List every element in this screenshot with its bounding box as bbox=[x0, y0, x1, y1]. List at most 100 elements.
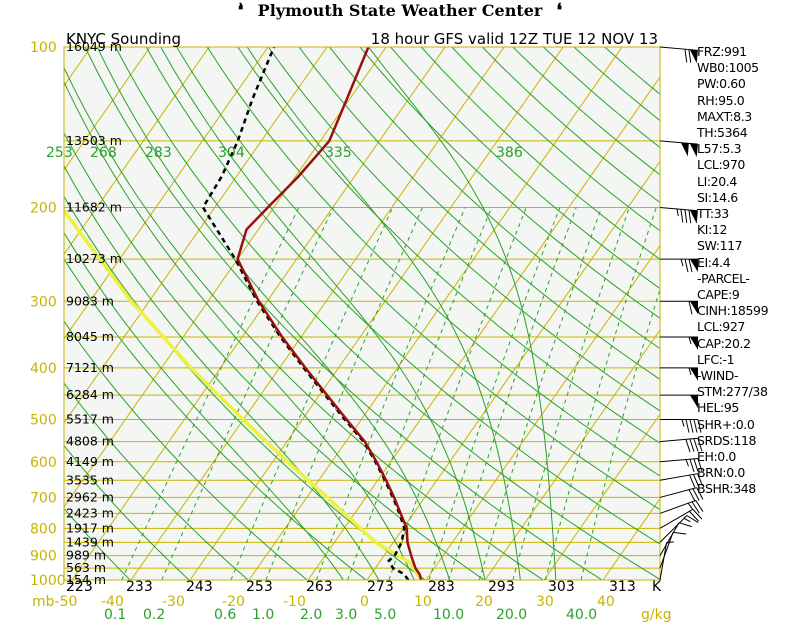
wind-barb bbox=[659, 206, 698, 224]
kelvin-label: K bbox=[652, 579, 662, 595]
wind-barb bbox=[659, 437, 703, 453]
height-label: 9083 m bbox=[66, 293, 114, 308]
banner-title: Plymouth State Weather Center bbox=[257, 1, 543, 20]
index-item: STM:277/38 bbox=[697, 384, 768, 400]
moist-adiabat bbox=[246, 47, 521, 580]
pressure-label: 300 bbox=[30, 294, 57, 310]
isotherm bbox=[71, 47, 446, 580]
moist-adiabat bbox=[160, 47, 486, 580]
pressure-label: 500 bbox=[30, 413, 57, 429]
height-label: 2423 m bbox=[66, 505, 114, 520]
height-label: 5517 m bbox=[66, 412, 114, 427]
temperature-label: 0 bbox=[360, 594, 369, 610]
wind-barb bbox=[659, 531, 687, 569]
theta-label: 253 bbox=[46, 145, 73, 161]
isotherm bbox=[0, 47, 32, 580]
wind-barb bbox=[659, 473, 704, 488]
index-item: TT:33 bbox=[697, 206, 729, 222]
height-label: 1917 m bbox=[66, 520, 114, 535]
temperature-label: 40 bbox=[597, 594, 615, 610]
kelvin-label: 293 bbox=[488, 579, 515, 595]
kelvin-label: 253 bbox=[246, 579, 273, 595]
mixing-ratio-label: 0.2 bbox=[143, 607, 165, 623]
wind-barb bbox=[659, 46, 698, 64]
isotherm bbox=[366, 160, 660, 580]
temperature-trace bbox=[236, 47, 423, 580]
model-title: 18 hour GFS valid 12Z TUE 12 NOV 13 bbox=[371, 30, 658, 48]
wind-barb bbox=[660, 394, 698, 409]
height-label: 11682 m bbox=[66, 199, 122, 214]
dry-adiabat bbox=[84, 47, 603, 580]
temperature-label: -20 bbox=[222, 594, 245, 610]
kelvin-label: 243 bbox=[186, 579, 213, 595]
dry-adiabat bbox=[64, 382, 249, 580]
height-label: 563 m bbox=[66, 560, 106, 575]
pressure-label: 100 bbox=[30, 40, 57, 56]
isotherm bbox=[64, 47, 387, 509]
pressure-label: 600 bbox=[30, 455, 57, 471]
index-item: L57:5.3 bbox=[697, 141, 742, 157]
pressure-label: 400 bbox=[30, 361, 57, 377]
theta-label: 283 bbox=[145, 145, 172, 161]
index-item: EI:4.4 bbox=[697, 254, 731, 270]
mixing-ratio-label: g/kg bbox=[641, 607, 672, 623]
moist-adiabat bbox=[96, 47, 451, 580]
theta-label: 304 bbox=[218, 145, 245, 161]
index-item: FRZ:991 bbox=[697, 44, 747, 59]
dry-adiabat bbox=[64, 320, 308, 580]
index-item: LI:20.4 bbox=[697, 173, 737, 189]
dry-adiabat bbox=[267, 47, 660, 412]
height-label: 3535 m bbox=[66, 472, 114, 487]
pressure-label: 800 bbox=[30, 521, 57, 537]
theta-label: 268 bbox=[90, 145, 117, 161]
kelvin-label: 273 bbox=[367, 579, 394, 595]
kelvin-label: 233 bbox=[126, 579, 153, 595]
theta-label: 335 bbox=[325, 145, 352, 161]
wind-barb bbox=[659, 522, 692, 556]
mixing-ratio-label: 2.0 bbox=[300, 607, 322, 623]
index-item: PW:0.60 bbox=[697, 76, 746, 92]
dry-adiabat bbox=[206, 47, 660, 477]
wind-barb bbox=[659, 541, 674, 581]
mixing-ratio-label: 0.6 bbox=[214, 607, 236, 623]
indices-panel: FRZ:991 WB0:1005 PW:0.60 RH:95.0 MAXT:8.3 TH:… bbox=[697, 44, 797, 498]
mixing-ratio-label: 1.0 bbox=[252, 607, 274, 623]
temperature-label: -10 bbox=[283, 594, 306, 610]
wind-flag-icon: ❛ bbox=[556, 0, 563, 21]
height-label: 13503 m bbox=[66, 133, 122, 148]
pressure-label: 1000 bbox=[30, 573, 66, 589]
mixing-ratio-label: 10.0 bbox=[433, 607, 464, 623]
height-label: 7121 m bbox=[66, 360, 114, 375]
index-item: BRN:0.0 bbox=[697, 465, 745, 481]
kelvin-label: 263 bbox=[306, 579, 333, 595]
isotherm bbox=[307, 76, 660, 580]
height-label: 10273 m bbox=[66, 251, 122, 266]
mixing-ratio-line bbox=[230, 207, 394, 580]
index-item: SI:14.6 bbox=[697, 189, 738, 205]
isotherm bbox=[64, 47, 210, 256]
moist-adiabat bbox=[368, 47, 557, 580]
mixing-ratio-label: 20.0 bbox=[496, 607, 527, 623]
theta-label: 386 bbox=[496, 145, 523, 161]
mixing-ratio-line bbox=[265, 207, 423, 580]
height-label: 16049 m bbox=[66, 39, 122, 54]
mixing-ratio-line bbox=[512, 207, 630, 580]
isotherm bbox=[425, 244, 660, 580]
height-label: 4808 m bbox=[66, 434, 114, 449]
mixing-ratio-label: 0.1 bbox=[104, 607, 126, 623]
index-item: EH:0.0 bbox=[697, 449, 736, 465]
height-label: 989 m bbox=[66, 548, 106, 563]
index-item: SRDS:118 bbox=[697, 432, 757, 448]
isotherm bbox=[484, 329, 660, 580]
index-item: CAP:20.2 bbox=[697, 335, 751, 351]
temperature-label: mb-50 bbox=[32, 594, 77, 610]
isotherm bbox=[130, 47, 505, 580]
dry-adiabat bbox=[64, 444, 190, 580]
dry-adiabat bbox=[359, 47, 660, 319]
index-item: HEL:95 bbox=[697, 400, 739, 416]
wind-barb bbox=[660, 419, 702, 433]
mixing-ratio-line bbox=[347, 207, 493, 580]
mixing-ratio-label: 5.0 bbox=[374, 607, 396, 623]
mixing-ratio-line bbox=[478, 207, 603, 580]
